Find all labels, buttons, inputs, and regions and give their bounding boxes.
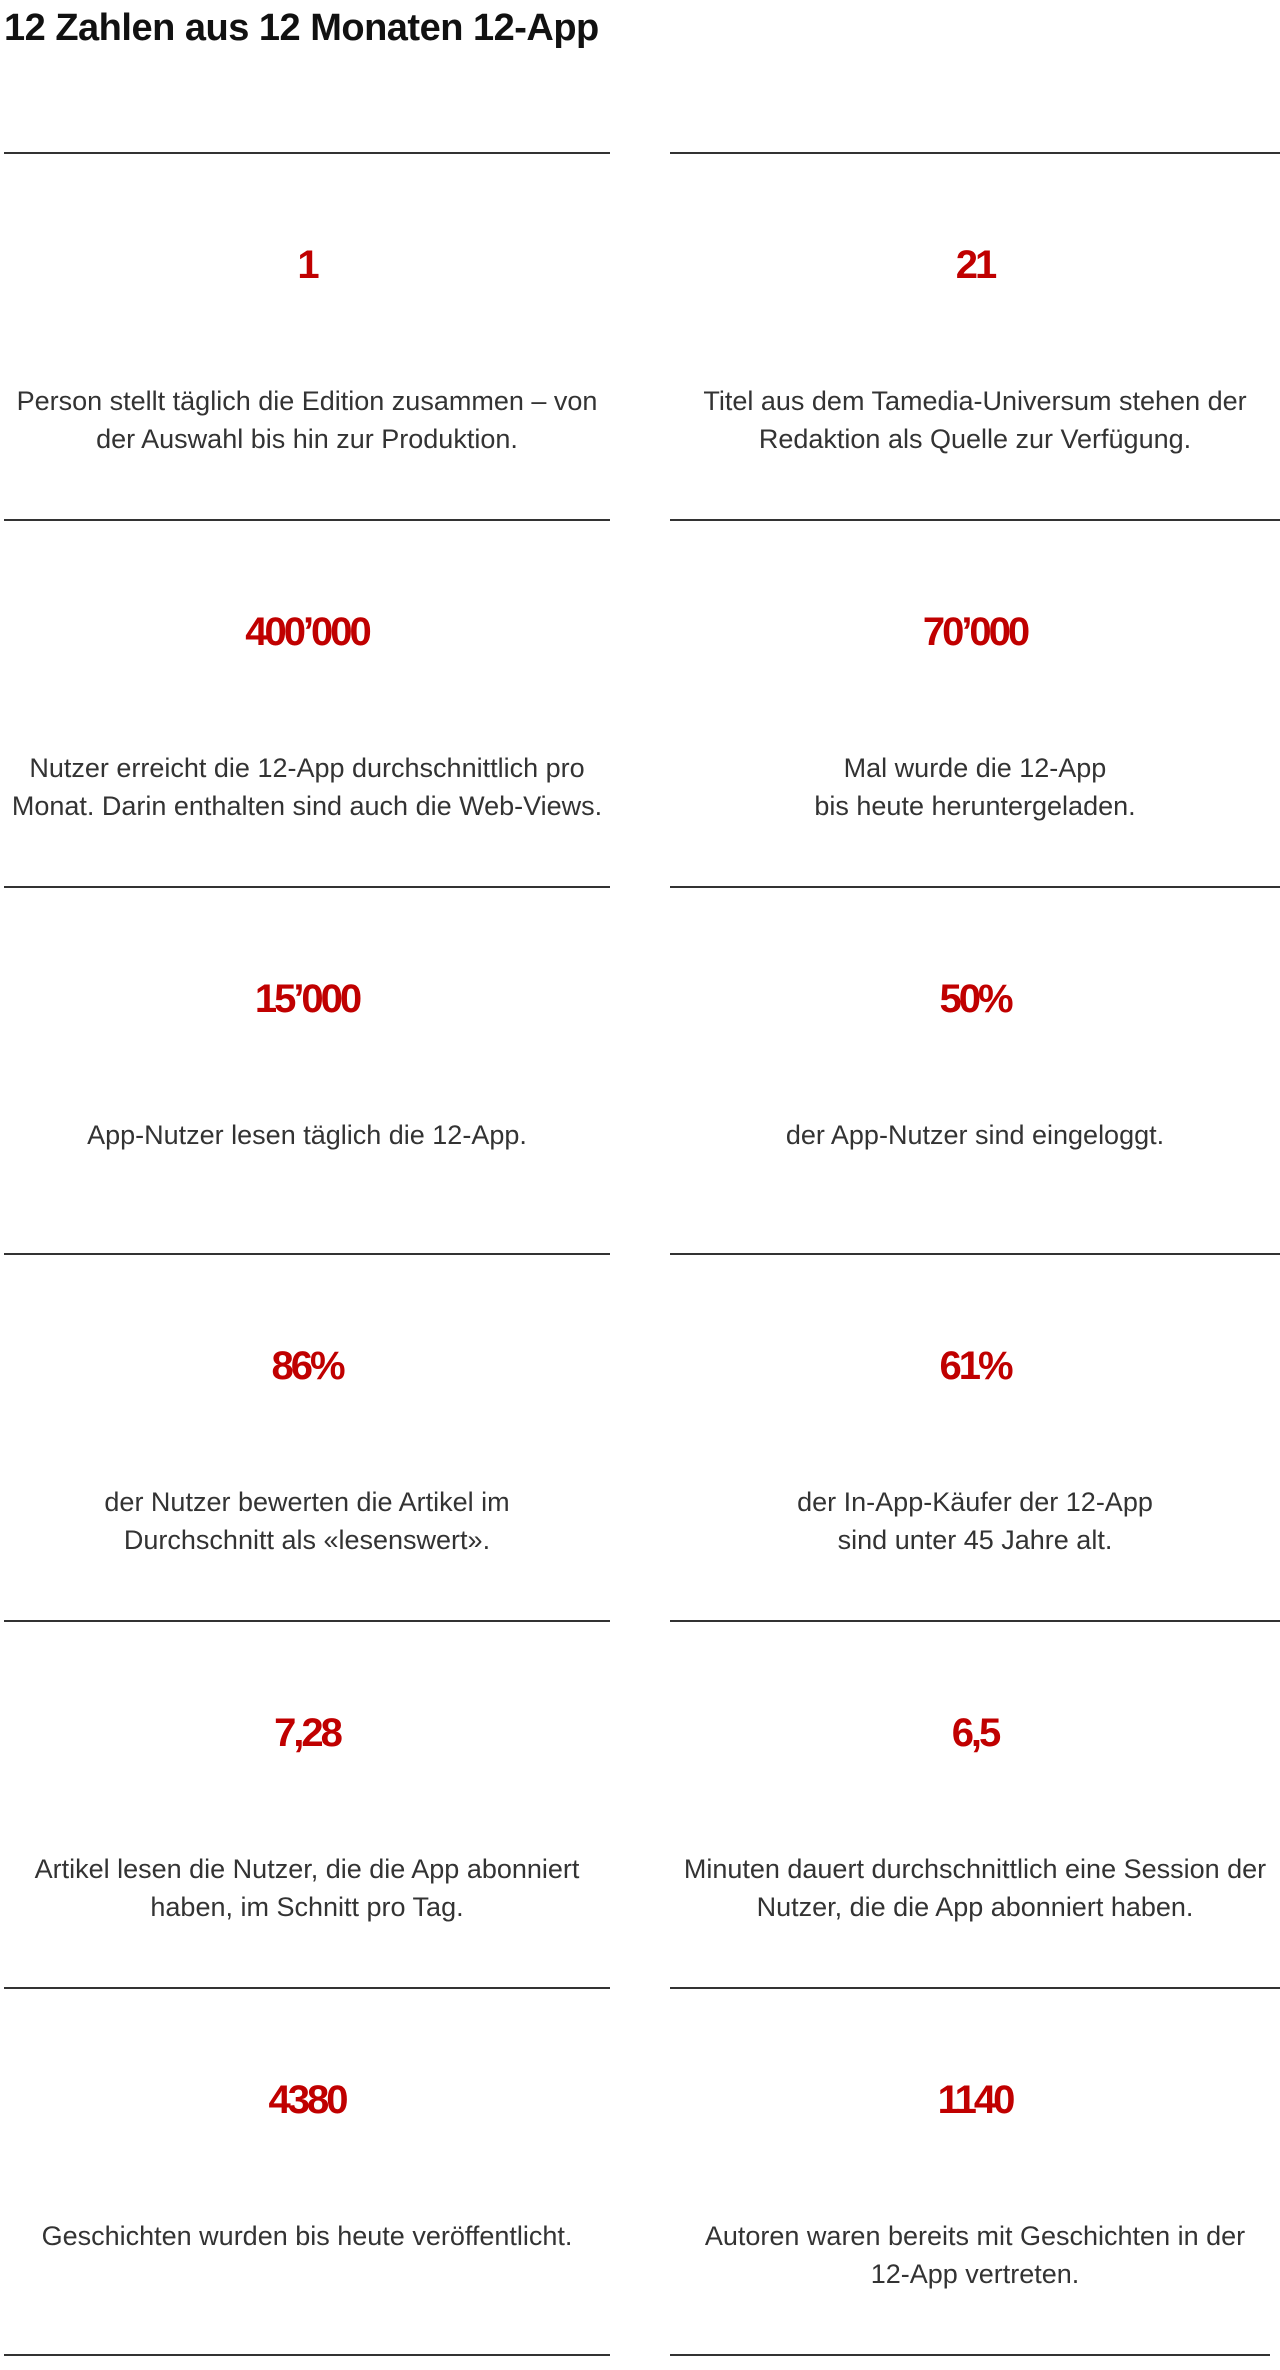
stat-card-session-minutes: 6,5 Minuten dauert durchschnittlich eine… <box>670 1620 1280 1987</box>
stat-description: Artikel lesen die Nutzer, die die App ab… <box>34 1854 580 1922</box>
stat-description: Geschichten wurden bis heute veröffentli… <box>41 2221 573 2251</box>
stat-description: der App-Nutzer sind eingeloggt. <box>785 1120 1165 1150</box>
stat-description: Titel aus dem Tamedia-Universum stehen d… <box>703 386 1247 454</box>
stat-card-authors: 1140 Autoren waren bereits mit Geschicht… <box>670 1987 1280 2354</box>
stat-number: 86% <box>271 1344 345 1388</box>
stat-card-monthly-users: 400’000 Nutzer erreicht die 12-App durch… <box>4 519 610 886</box>
stat-description: der In-App-Käufer der 12-App sind unter … <box>797 1487 1153 1555</box>
stat-number: 15’000 <box>254 977 362 1021</box>
page-title: 12 Zahlen aus 12 Monaten 12-App <box>4 7 599 49</box>
stat-number: 4380 <box>268 2078 349 2122</box>
stat-number: 400’000 <box>245 610 372 654</box>
stat-description: App-Nutzer lesen täglich die 12-App. <box>87 1120 527 1150</box>
stat-description: der Nutzer bewerten die Artikel im Durch… <box>104 1487 510 1555</box>
stat-card-stories: 4380 Geschichten wurden bis heute veröff… <box>4 1987 610 2354</box>
stat-card-daily-readers: 15’000 App-Nutzer lesen täglich die 12-A… <box>4 886 610 1253</box>
stat-number: 7,28 <box>274 1711 343 1755</box>
stat-number: 50% <box>939 977 1013 1021</box>
bottom-divider-left <box>4 2354 610 2356</box>
stat-card-worth-reading: 86% der Nutzer bewerten die Artikel im D… <box>4 1253 610 1620</box>
stat-number: 61% <box>939 1344 1013 1388</box>
stat-card-titles: 21 Titel aus dem Tamedia-Universum stehe… <box>670 152 1280 519</box>
stats-grid: 1 Person stellt täglich die Edition zusa… <box>0 152 1280 2354</box>
stat-card-logged-in: 50% der App-Nutzer sind eingeloggt. <box>670 886 1280 1253</box>
stat-card-downloads: 70’000 Mal wurde die 12-App bis heute he… <box>670 519 1280 886</box>
stat-number: 1140 <box>937 2078 1016 2122</box>
bottom-divider-right <box>670 2354 1270 2356</box>
stat-description: Mal wurde die 12-App bis heute herunterg… <box>814 753 1136 821</box>
stat-number: 6,5 <box>951 1711 1002 1755</box>
stat-description: Autoren waren bereits mit Geschichten in… <box>704 2221 1246 2289</box>
stat-description: Nutzer erreicht die 12-App durchschnittl… <box>11 753 603 821</box>
stat-card-articles-per-day: 7,28 Artikel lesen die Nutzer, die die A… <box>4 1620 610 1987</box>
stat-description: Minuten dauert durchschnittlich eine Ses… <box>683 1854 1267 1922</box>
stat-number: 21 <box>955 243 998 287</box>
stat-description: Person stellt täglich die Edition zusamm… <box>16 386 598 454</box>
stat-card-buyers-age: 61% der In-App-Käufer der 12-App sind un… <box>670 1253 1280 1620</box>
stat-number: 70’000 <box>922 610 1030 654</box>
stat-number: 1 <box>297 243 319 287</box>
stat-card-people: 1 Person stellt täglich die Edition zusa… <box>4 152 610 519</box>
